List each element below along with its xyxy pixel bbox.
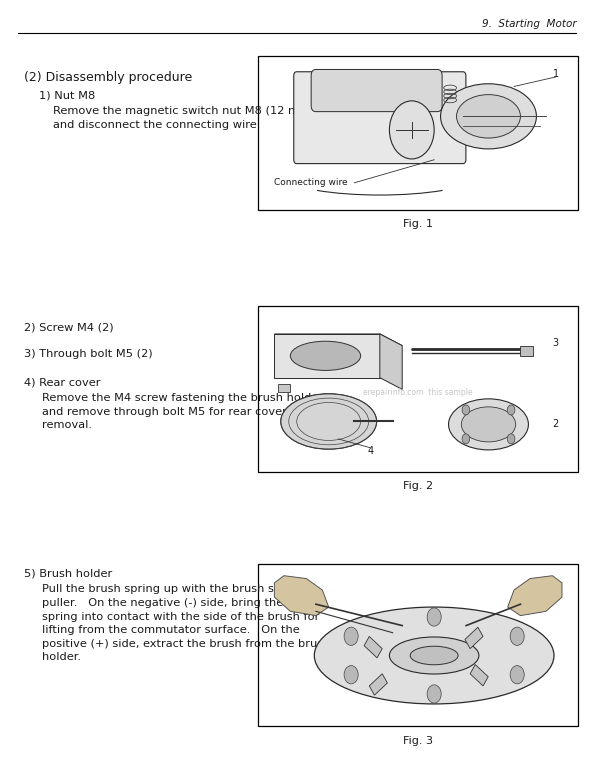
Circle shape: [510, 665, 525, 684]
Text: 4: 4: [367, 446, 373, 456]
FancyBboxPatch shape: [294, 72, 466, 163]
Bar: [258, 564, 578, 726]
Circle shape: [507, 405, 515, 415]
Bar: [470, 665, 488, 686]
Ellipse shape: [314, 607, 554, 704]
FancyBboxPatch shape: [311, 69, 442, 112]
Ellipse shape: [390, 637, 479, 674]
Circle shape: [507, 434, 515, 444]
Polygon shape: [380, 334, 402, 389]
Bar: [520, 345, 533, 356]
Text: Pull the brush spring up with the brush spring
puller.   On the negative (-) sid: Pull the brush spring up with the brush …: [42, 584, 330, 662]
Ellipse shape: [441, 84, 536, 149]
Text: Remove the M4 screw fastening the brush holder
and remove through bolt M5 for re: Remove the M4 screw fastening the brush …: [42, 393, 323, 430]
Ellipse shape: [281, 394, 377, 449]
Circle shape: [427, 608, 441, 626]
Circle shape: [344, 665, 358, 684]
Text: Remove the magnetic switch nut M8 (12 mm),
and disconnect the connecting wire.: Remove the magnetic switch nut M8 (12 mm…: [53, 106, 318, 130]
Bar: [258, 56, 578, 210]
Text: 2: 2: [552, 419, 559, 429]
Text: 3) Through bolt M5 (2): 3) Through bolt M5 (2): [24, 349, 153, 359]
Bar: [369, 674, 387, 695]
Circle shape: [462, 405, 470, 415]
Ellipse shape: [290, 342, 361, 370]
Circle shape: [344, 627, 358, 645]
Circle shape: [510, 627, 525, 645]
Bar: [465, 628, 483, 648]
Text: (2) Disassembly procedure: (2) Disassembly procedure: [24, 71, 192, 84]
Bar: [277, 383, 290, 392]
Text: Connecting wire: Connecting wire: [274, 178, 348, 187]
Bar: [258, 306, 578, 472]
Text: 5) Brush holder: 5) Brush holder: [24, 569, 112, 579]
Polygon shape: [508, 576, 562, 615]
Text: 9.  Starting  Motor: 9. Starting Motor: [482, 19, 576, 29]
Polygon shape: [274, 334, 402, 345]
Text: 4) Rear cover: 4) Rear cover: [24, 378, 100, 388]
Text: 2) Screw M4 (2): 2) Screw M4 (2): [24, 322, 113, 332]
Text: Fig. 2: Fig. 2: [403, 481, 433, 491]
Circle shape: [462, 434, 470, 444]
Text: erepairinfo.com  this sample: erepairinfo.com this sample: [364, 388, 473, 397]
Text: Fig. 1: Fig. 1: [403, 219, 433, 229]
Circle shape: [390, 101, 434, 159]
Ellipse shape: [462, 407, 516, 442]
Ellipse shape: [448, 399, 529, 450]
Polygon shape: [274, 334, 380, 378]
Text: 3: 3: [552, 338, 558, 348]
Ellipse shape: [457, 95, 520, 138]
Text: Fig. 3: Fig. 3: [403, 736, 433, 746]
Bar: [364, 636, 382, 658]
Text: 1: 1: [552, 69, 558, 79]
Polygon shape: [274, 576, 328, 615]
Text: 1) Nut M8: 1) Nut M8: [39, 91, 95, 101]
Circle shape: [427, 685, 441, 703]
Ellipse shape: [410, 646, 458, 665]
